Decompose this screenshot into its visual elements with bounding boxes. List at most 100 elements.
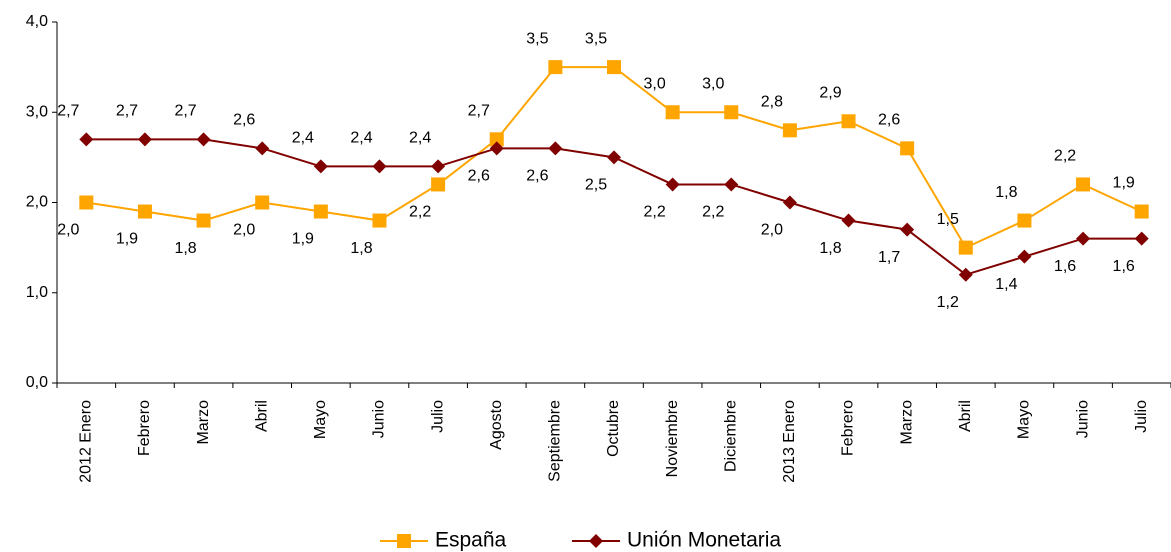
data-label: 2,0 [233, 222, 255, 239]
y-tick-label: 1,0 [26, 284, 48, 301]
data-label: 1,9 [116, 231, 138, 248]
data-point [372, 159, 387, 174]
data-point [431, 177, 446, 192]
data-point [1017, 213, 1032, 228]
x-tick-label: Junio [371, 400, 388, 438]
x-tick-label: Marzo [898, 400, 915, 445]
data-point [724, 105, 739, 120]
data-label: 1,7 [878, 249, 900, 266]
x-tick-label: Diciembre [722, 400, 739, 472]
data-label: 1,2 [937, 294, 959, 311]
data-label: 2,4 [350, 130, 372, 147]
x-tick-label: Julio [1133, 400, 1150, 433]
x-tick-label: Febrero [840, 400, 857, 456]
data-point [79, 132, 94, 147]
x-tick-label: Abril [957, 400, 974, 432]
data-label: 2,9 [819, 84, 841, 101]
data-label: 1,8 [995, 184, 1017, 201]
data-label: 1,9 [292, 231, 314, 248]
data-label: 2,0 [57, 222, 79, 239]
data-point [724, 177, 739, 192]
data-point [489, 132, 504, 147]
data-label: 3,5 [585, 30, 607, 47]
data-label: 2,7 [57, 103, 79, 120]
data-label: 2,4 [292, 130, 314, 147]
x-tick-label: Junio [1074, 400, 1091, 438]
data-label: 2,7 [174, 103, 196, 120]
data-point [137, 132, 152, 147]
data-label: 2,6 [526, 168, 548, 185]
x-tick-label: Julio [429, 400, 446, 433]
data-point [255, 195, 270, 210]
data-point [79, 195, 94, 210]
data-point [372, 213, 387, 228]
data-point [489, 141, 504, 156]
data-point [607, 60, 621, 75]
data-label: 1,8 [174, 240, 196, 257]
data-label: 1,9 [1113, 175, 1135, 192]
legend-label: España [435, 529, 507, 552]
x-tick-label: Septiembre [547, 400, 564, 482]
legend-marker [397, 534, 411, 548]
y-tick-label: 4,0 [26, 13, 48, 30]
data-point [841, 114, 856, 129]
data-label: 2,0 [761, 222, 783, 239]
data-point [1076, 177, 1091, 192]
data-point [782, 195, 797, 210]
data-point [313, 204, 328, 219]
data-label: 2,6 [468, 168, 490, 185]
data-label: 2,6 [878, 112, 900, 129]
data-label: 2,2 [702, 204, 724, 221]
x-tick-label: Noviembre [664, 400, 681, 477]
data-point [1134, 231, 1149, 246]
data-point [607, 150, 621, 165]
x-tick-label: Abril [253, 400, 270, 432]
data-label: 2,4 [409, 130, 431, 147]
x-tick-label: Mayo [1016, 400, 1033, 439]
data-point [431, 159, 446, 174]
data-label: 1,4 [995, 276, 1017, 293]
data-label: 1,5 [937, 211, 959, 228]
data-label: 1,6 [1054, 258, 1076, 275]
data-point [1017, 249, 1032, 264]
x-tick-label: Febrero [136, 400, 153, 456]
data-label: 3,0 [644, 75, 666, 92]
data-point [665, 177, 680, 192]
data-label: 2,2 [1054, 148, 1076, 165]
x-tick-label: Agosto [488, 400, 505, 450]
data-point [548, 141, 563, 156]
y-tick-label: 0,0 [26, 374, 48, 391]
data-label: 1,6 [1113, 258, 1135, 275]
y-tick-label: 3,0 [26, 103, 48, 120]
data-point [313, 159, 328, 174]
data-label: 2,2 [644, 204, 666, 221]
x-tick-label: Octubre [605, 400, 622, 457]
data-point [958, 267, 973, 282]
data-point [1076, 231, 1091, 246]
x-tick-label: 2013 Enero [781, 400, 798, 483]
legend-label: Unión Monetaria [627, 529, 781, 552]
x-tick-label: 2012 Enero [78, 400, 95, 483]
data-point [782, 123, 797, 138]
data-point [1134, 204, 1149, 219]
data-point [137, 204, 152, 219]
data-point [665, 105, 680, 120]
data-label: 2,7 [116, 103, 138, 120]
data-point [255, 141, 270, 156]
x-tick-label: Mayo [312, 400, 329, 439]
data-label: 2,7 [468, 103, 490, 120]
data-label: 2,6 [233, 112, 255, 129]
data-label: 2,2 [409, 204, 431, 221]
data-point [196, 132, 211, 147]
legend-marker [589, 534, 603, 548]
x-tick-label: Marzo [195, 400, 212, 445]
data-point [958, 240, 973, 255]
data-label: 3,5 [526, 30, 548, 47]
data-label: 2,5 [585, 177, 607, 194]
data-point [900, 222, 915, 237]
data-point [196, 213, 211, 228]
data-point [900, 141, 915, 156]
data-point [548, 60, 563, 75]
data-label: 2,8 [761, 94, 783, 111]
